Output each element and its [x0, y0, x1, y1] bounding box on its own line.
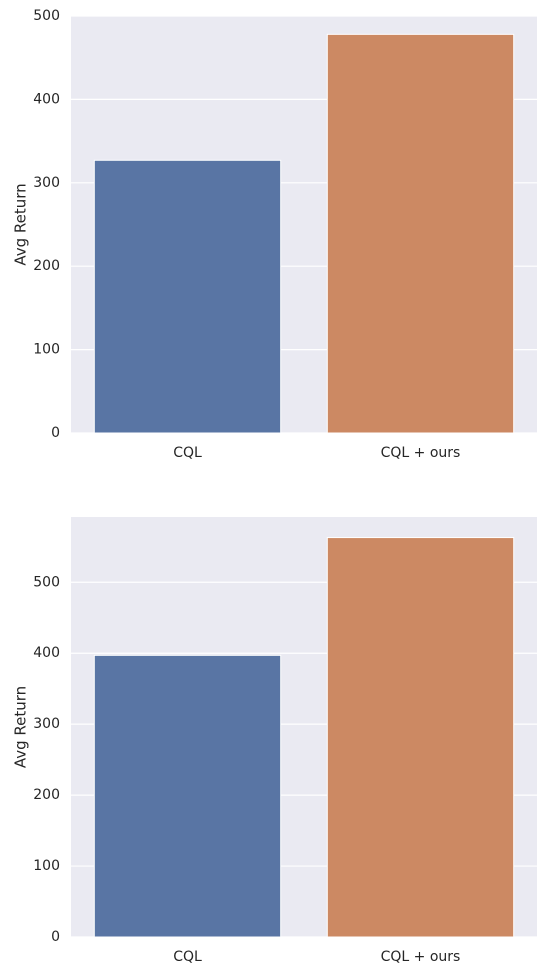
y-tick-label: 200 [33, 787, 60, 803]
y-tick-label: 400 [33, 645, 60, 661]
x-tick-label: CQL [173, 445, 202, 461]
bar-cql-plus-ours [326, 33, 515, 434]
y-tick-label: 300 [33, 716, 60, 732]
y-tick-label: 100 [33, 858, 60, 874]
chart-panel-2: 0 100 200 300 400 500 CQL CQL + ours Avg Retur… [12, 517, 537, 965]
y-tick-label: 0 [51, 425, 60, 441]
bar-cql [93, 654, 282, 938]
x-tick-labels-1: CQL CQL + ours [173, 445, 460, 461]
y-tick-label: 500 [33, 574, 60, 590]
y-tick-label: 100 [33, 342, 60, 358]
y-tick-label: 400 [33, 91, 60, 107]
bars-1 [93, 33, 515, 434]
y-tick-label: 500 [33, 8, 60, 24]
y-tick-labels-2: 0 100 200 300 400 500 [33, 574, 60, 945]
y-tick-label: 300 [33, 175, 60, 191]
x-tick-label: CQL + ours [381, 445, 461, 461]
bars-2 [93, 537, 515, 938]
chart-panel-1: 0 100 200 300 400 500 CQL CQL + ours Avg Retur… [12, 8, 537, 461]
y-axis-label-1: Avg Return [12, 183, 30, 265]
y-tick-labels-1: 0 100 200 300 400 500 [33, 8, 60, 441]
y-tick-label: 200 [33, 258, 60, 274]
bar-cql-plus-ours [326, 537, 515, 938]
x-tick-label: CQL + ours [381, 949, 461, 965]
x-tick-labels-2: CQL CQL + ours [173, 949, 460, 965]
y-axis-label-2: Avg Return [12, 686, 30, 768]
bar-cql [93, 159, 282, 434]
x-tick-label: CQL [173, 949, 202, 965]
y-tick-label: 0 [51, 929, 60, 945]
